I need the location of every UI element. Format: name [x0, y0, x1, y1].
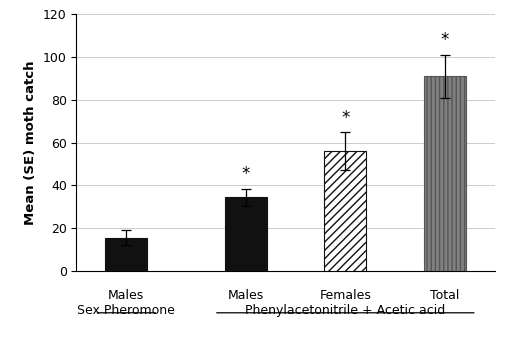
Bar: [324, 151, 365, 271]
Text: *: *: [440, 31, 448, 49]
Bar: [423, 76, 465, 271]
Text: *: *: [241, 165, 249, 183]
Bar: [105, 238, 147, 271]
Text: *: *: [341, 108, 349, 126]
Text: Phenylacetonitrile + Acetic acid: Phenylacetonitrile + Acetic acid: [245, 304, 444, 317]
Y-axis label: Mean (SE) moth catch: Mean (SE) moth catch: [24, 60, 37, 225]
Text: Males: Males: [227, 289, 263, 302]
Text: Females: Females: [319, 289, 371, 302]
Text: Total: Total: [430, 289, 459, 302]
Bar: [224, 197, 266, 271]
Text: Males: Males: [108, 289, 144, 302]
Text: Sex Pheromone: Sex Pheromone: [77, 304, 175, 317]
